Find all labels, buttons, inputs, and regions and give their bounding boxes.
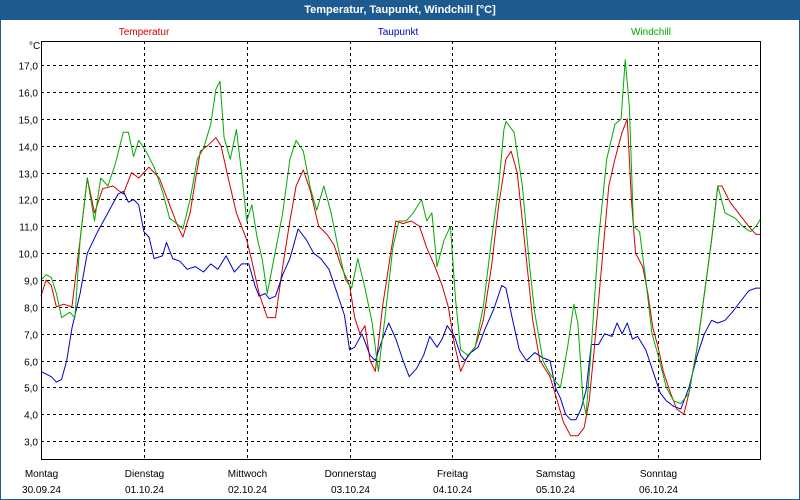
y-tick-label: 11,0 — [19, 223, 38, 234]
x-tick-date: 01.10.24 — [125, 485, 164, 496]
x-tick-weekday: Samstag — [536, 469, 575, 480]
y-tick-label: 10,0 — [19, 250, 39, 261]
series-lines — [40, 59, 762, 437]
x-tick-weekday: Donnerstag — [325, 469, 377, 480]
legend-entry-windchill: Windchill — [631, 27, 671, 38]
y-tick-label: 17,0 — [19, 62, 39, 73]
x-tick-date: 03.10.24 — [331, 485, 370, 496]
x-tick-weekday: Mittwoch — [228, 469, 267, 480]
axes — [41, 41, 761, 460]
x-tick-date: 05.10.24 — [536, 485, 575, 496]
y-tick-label: 16,0 — [19, 89, 39, 100]
labels: 3,0 4,0 5,0 6,0 7,0 8,0 9,0 10,0 11,0 12,0 13,0 14,… — [19, 27, 679, 496]
y-tick-label: 13,0 — [19, 170, 39, 181]
x-tick-date: 02.10.24 — [228, 485, 267, 496]
series-line-taupunkt — [40, 190, 761, 421]
y-tick-label: 15,0 — [19, 116, 39, 127]
y-tick-label: 14,0 — [19, 143, 39, 154]
y-tick-label: 9,0 — [24, 277, 38, 288]
y-axis-label: °C — [29, 41, 40, 52]
y-tick-label: 8,0 — [24, 304, 38, 315]
legend-entry-temperatur: Temperatur — [119, 27, 170, 38]
y-tick-label: 6,0 — [24, 358, 38, 369]
plot-frame — [41, 41, 761, 460]
y-tick-label: 4,0 — [24, 411, 38, 422]
x-tick-date: 30.09.24 — [22, 485, 61, 496]
y-tick-label: 12,0 — [19, 196, 39, 207]
y-tick-label: 7,0 — [24, 331, 38, 342]
x-tick-date: 04.10.24 — [433, 485, 472, 496]
y-tick-label: 5,0 — [24, 384, 38, 395]
x-tick-date: 06.10.24 — [639, 485, 678, 496]
x-tick-weekday: Dienstag — [125, 469, 164, 480]
legend-entry-taupunkt: Taupunkt — [378, 27, 419, 38]
series-line-temperatur — [40, 118, 761, 437]
x-tick-weekday: Montag — [25, 469, 58, 480]
x-tick-weekday: Freitag — [437, 469, 468, 480]
series-line-windchill — [40, 59, 762, 415]
chart-title: Temperatur, Taupunkt, Windchill [°C] — [1, 1, 799, 20]
grid — [41, 41, 761, 460]
y-tick-label: 3,0 — [24, 438, 38, 449]
x-tick-weekday: Sonntag — [640, 469, 677, 480]
